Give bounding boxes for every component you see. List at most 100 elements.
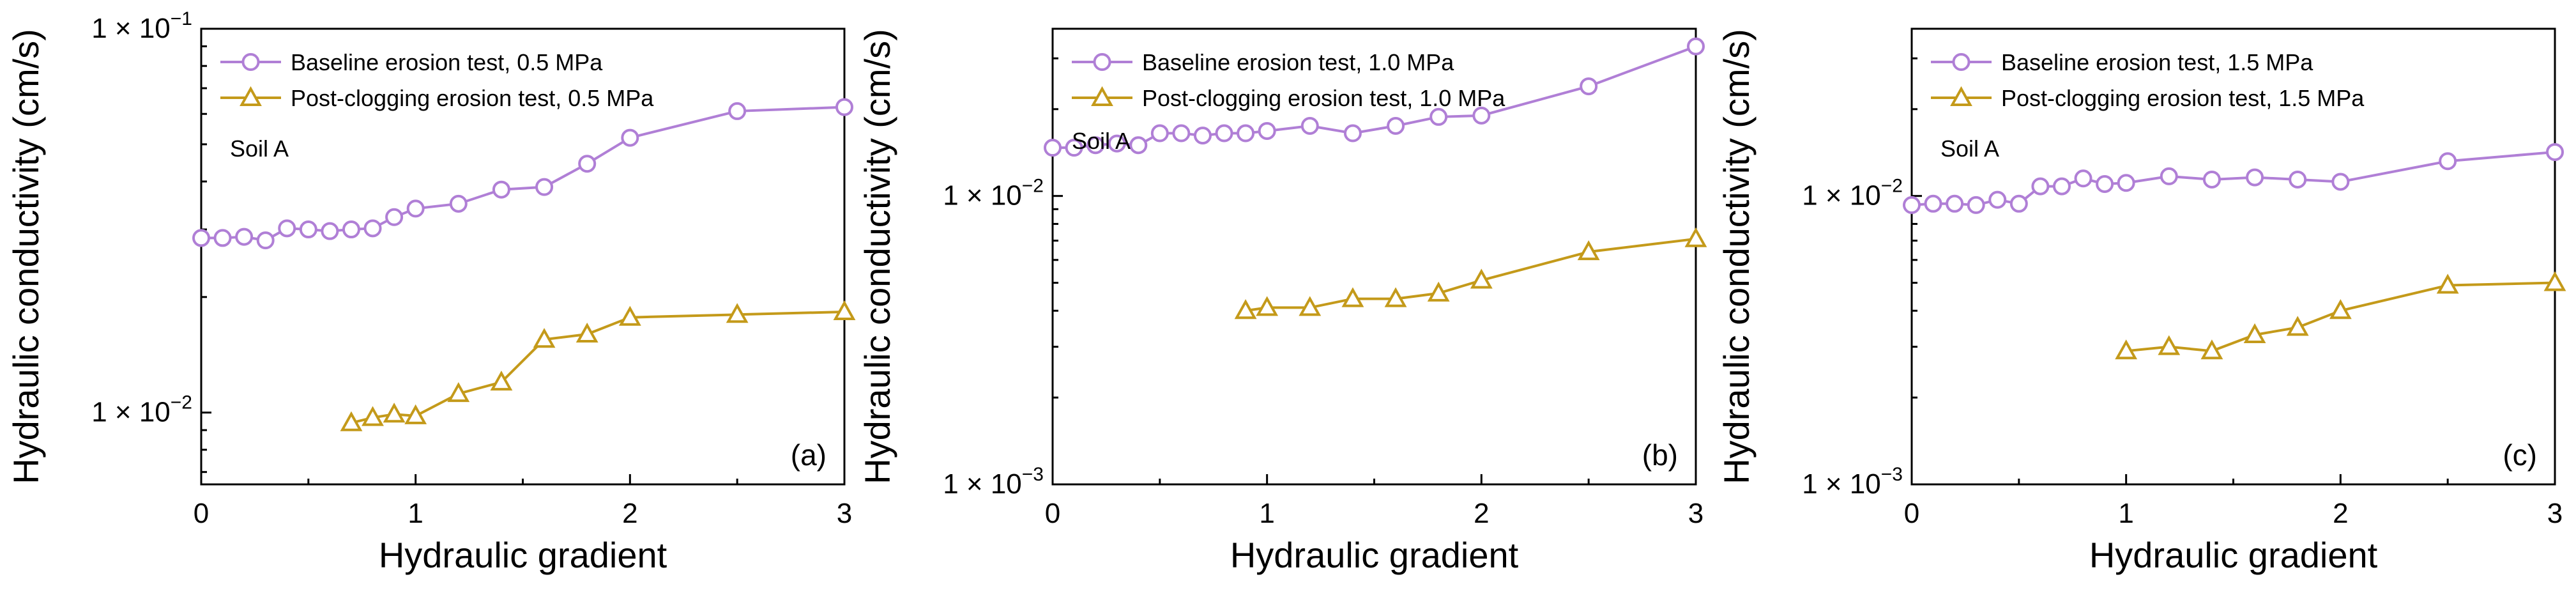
x-tick-label: 0 — [1904, 498, 1919, 529]
data-point — [2286, 316, 2309, 336]
data-point — [1687, 37, 1705, 56]
data-point — [1343, 124, 1362, 142]
y-tick-label: 1 × 10−2 — [91, 392, 192, 428]
series-line — [1245, 237, 1696, 312]
y-axis-title: Hydraulic conductivity (cm/s) — [857, 29, 897, 484]
series-post-clogging — [1234, 227, 1707, 320]
chart-panel-3: 0 1 2 3 1 × 10−3 1 × 10−2 Hydraulic gradient Hy… — [1716, 27, 2566, 575]
data-point — [2543, 271, 2566, 291]
data-point — [2331, 173, 2350, 191]
data-point — [2115, 339, 2138, 360]
data-point — [278, 219, 296, 238]
legend-entry: Post-clogging erosion test, 0.5 MPa — [291, 85, 654, 111]
y-tick-label: 1 × 10−1 — [91, 8, 192, 44]
series-baseline — [1044, 37, 1705, 157]
data-point — [2052, 177, 2071, 196]
series-post-clogging — [340, 300, 856, 431]
x-axis-title: Hydraulic gradient — [379, 535, 667, 575]
data-point — [447, 381, 470, 403]
data-point — [1580, 77, 1598, 96]
data-point — [192, 229, 210, 247]
x-tick-label: 3 — [1688, 498, 1703, 529]
legend-marker-circle — [1093, 53, 1111, 71]
data-point — [2158, 335, 2181, 355]
data-point — [1065, 139, 1083, 157]
legend-entry: Baseline erosion test, 1.0 MPa — [1142, 49, 1454, 75]
data-point — [1299, 296, 1322, 316]
data-point — [2117, 174, 2135, 192]
data-point — [2436, 273, 2459, 294]
data-point — [363, 219, 382, 238]
data-point — [321, 222, 339, 240]
series-post-clogging — [2115, 271, 2566, 360]
data-point — [1472, 106, 1491, 125]
x-tick-label: 1 — [2118, 498, 2133, 529]
data-point — [385, 208, 404, 226]
data-point — [2074, 169, 2092, 188]
legend-entry: Post-clogging erosion test, 1.5 MPa — [2001, 85, 2365, 111]
series-line — [201, 105, 845, 242]
data-point — [578, 155, 597, 173]
data-point — [2439, 152, 2457, 171]
data-point — [340, 411, 363, 431]
panel-label: (b) — [1642, 438, 1678, 472]
chart-panel-2: 0 1 2 3 1 × 10−3 1 × 10−2 Hydraulic gradient Hy… — [857, 27, 1707, 575]
data-point — [1429, 107, 1448, 126]
data-point — [2202, 170, 2221, 189]
data-point — [2160, 167, 2178, 185]
soil-annotation: Soil A — [230, 135, 289, 162]
data-point — [342, 220, 360, 239]
data-point — [449, 194, 468, 213]
data-point — [2096, 174, 2114, 193]
data-point — [235, 227, 254, 246]
data-point — [2243, 323, 2266, 343]
data-point — [1577, 240, 1600, 261]
y-tick-label: 1 × 10−2 — [943, 176, 1044, 212]
x-axis-title: Hydraulic gradient — [1230, 535, 1519, 575]
data-point — [1341, 287, 1364, 307]
series-line — [2126, 281, 2556, 353]
data-point — [1946, 194, 1964, 213]
data-point — [2246, 168, 2264, 187]
y-axis-title: Hydraulic conductivity (cm/s) — [1716, 29, 1757, 484]
x-tick-label: 2 — [622, 498, 637, 529]
panel-label: (c) — [2503, 438, 2537, 472]
data-point — [2329, 299, 2352, 320]
x-tick-label: 1 — [1259, 498, 1274, 529]
soil-annotation: Soil A — [1072, 128, 1131, 154]
data-point — [1967, 196, 1985, 214]
x-tick-label: 0 — [194, 498, 209, 529]
x-tick-label: 0 — [1045, 498, 1060, 529]
data-point — [575, 322, 598, 343]
y-tick-label: 1 × 10−2 — [1802, 176, 1903, 212]
data-point — [618, 305, 641, 326]
legend-marker-triangle — [240, 86, 262, 106]
data-point — [404, 404, 427, 424]
legend-entry: Post-clogging erosion test, 1.0 MPa — [1142, 85, 1505, 111]
series-line — [351, 310, 845, 424]
x-axis-title: Hydraulic gradient — [2089, 535, 2378, 575]
data-point — [533, 328, 556, 348]
data-point — [1256, 296, 1279, 316]
legend-marker-triangle — [1950, 86, 1972, 106]
legend-entry: Baseline erosion test, 1.5 MPa — [2001, 49, 2313, 75]
data-point — [1924, 194, 1942, 213]
data-point — [726, 303, 749, 323]
data-point — [1470, 268, 1493, 289]
data-point — [256, 231, 275, 250]
x-tick-label: 2 — [2333, 498, 2348, 529]
data-point — [1172, 124, 1191, 142]
data-point — [492, 180, 510, 199]
legend-marker-circle — [241, 53, 260, 71]
data-point — [213, 229, 232, 247]
data-point — [2009, 194, 2028, 213]
data-point — [2546, 142, 2564, 161]
data-point — [1258, 121, 1276, 140]
x-tick-label: 3 — [2547, 498, 2563, 529]
data-point — [383, 403, 406, 423]
data-point — [535, 178, 554, 196]
legend: Baseline erosion test, 0.5 MPa Post-clogg… — [220, 49, 654, 111]
data-point — [1387, 116, 1405, 135]
data-point — [1129, 136, 1148, 155]
x-tick-label: 1 — [408, 498, 423, 529]
